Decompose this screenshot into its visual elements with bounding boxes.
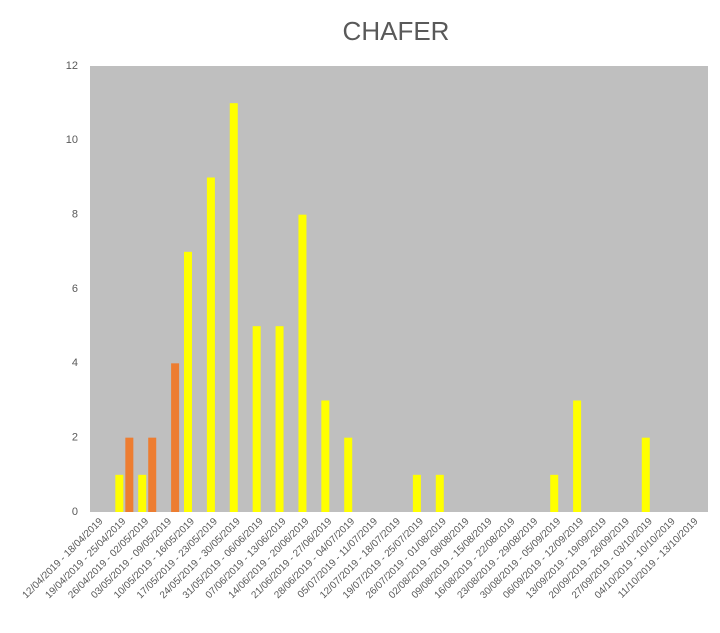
bar bbox=[125, 437, 134, 512]
bar bbox=[641, 437, 650, 512]
plot-area bbox=[90, 66, 708, 512]
bar bbox=[344, 437, 353, 512]
bar bbox=[321, 400, 330, 512]
y-tick-label: 8 bbox=[72, 209, 78, 221]
chart-title: CHAFER bbox=[343, 16, 450, 46]
bar bbox=[550, 474, 559, 512]
bar bbox=[171, 363, 180, 512]
bar bbox=[573, 400, 582, 512]
bar bbox=[275, 326, 284, 512]
bar bbox=[298, 214, 307, 512]
y-tick-label: 0 bbox=[72, 506, 78, 518]
y-tick-label: 4 bbox=[72, 357, 78, 369]
bar bbox=[115, 474, 124, 512]
y-tick-label: 10 bbox=[66, 134, 78, 146]
bar bbox=[412, 474, 421, 512]
y-tick-label: 12 bbox=[66, 60, 78, 72]
bar bbox=[229, 103, 238, 513]
y-tick-label: 6 bbox=[72, 283, 78, 295]
bar bbox=[184, 251, 192, 513]
bar bbox=[435, 474, 444, 512]
bar bbox=[148, 437, 157, 512]
bar bbox=[138, 474, 147, 512]
bar bbox=[206, 177, 215, 512]
bar bbox=[252, 326, 261, 512]
y-tick-label: 2 bbox=[72, 432, 78, 444]
